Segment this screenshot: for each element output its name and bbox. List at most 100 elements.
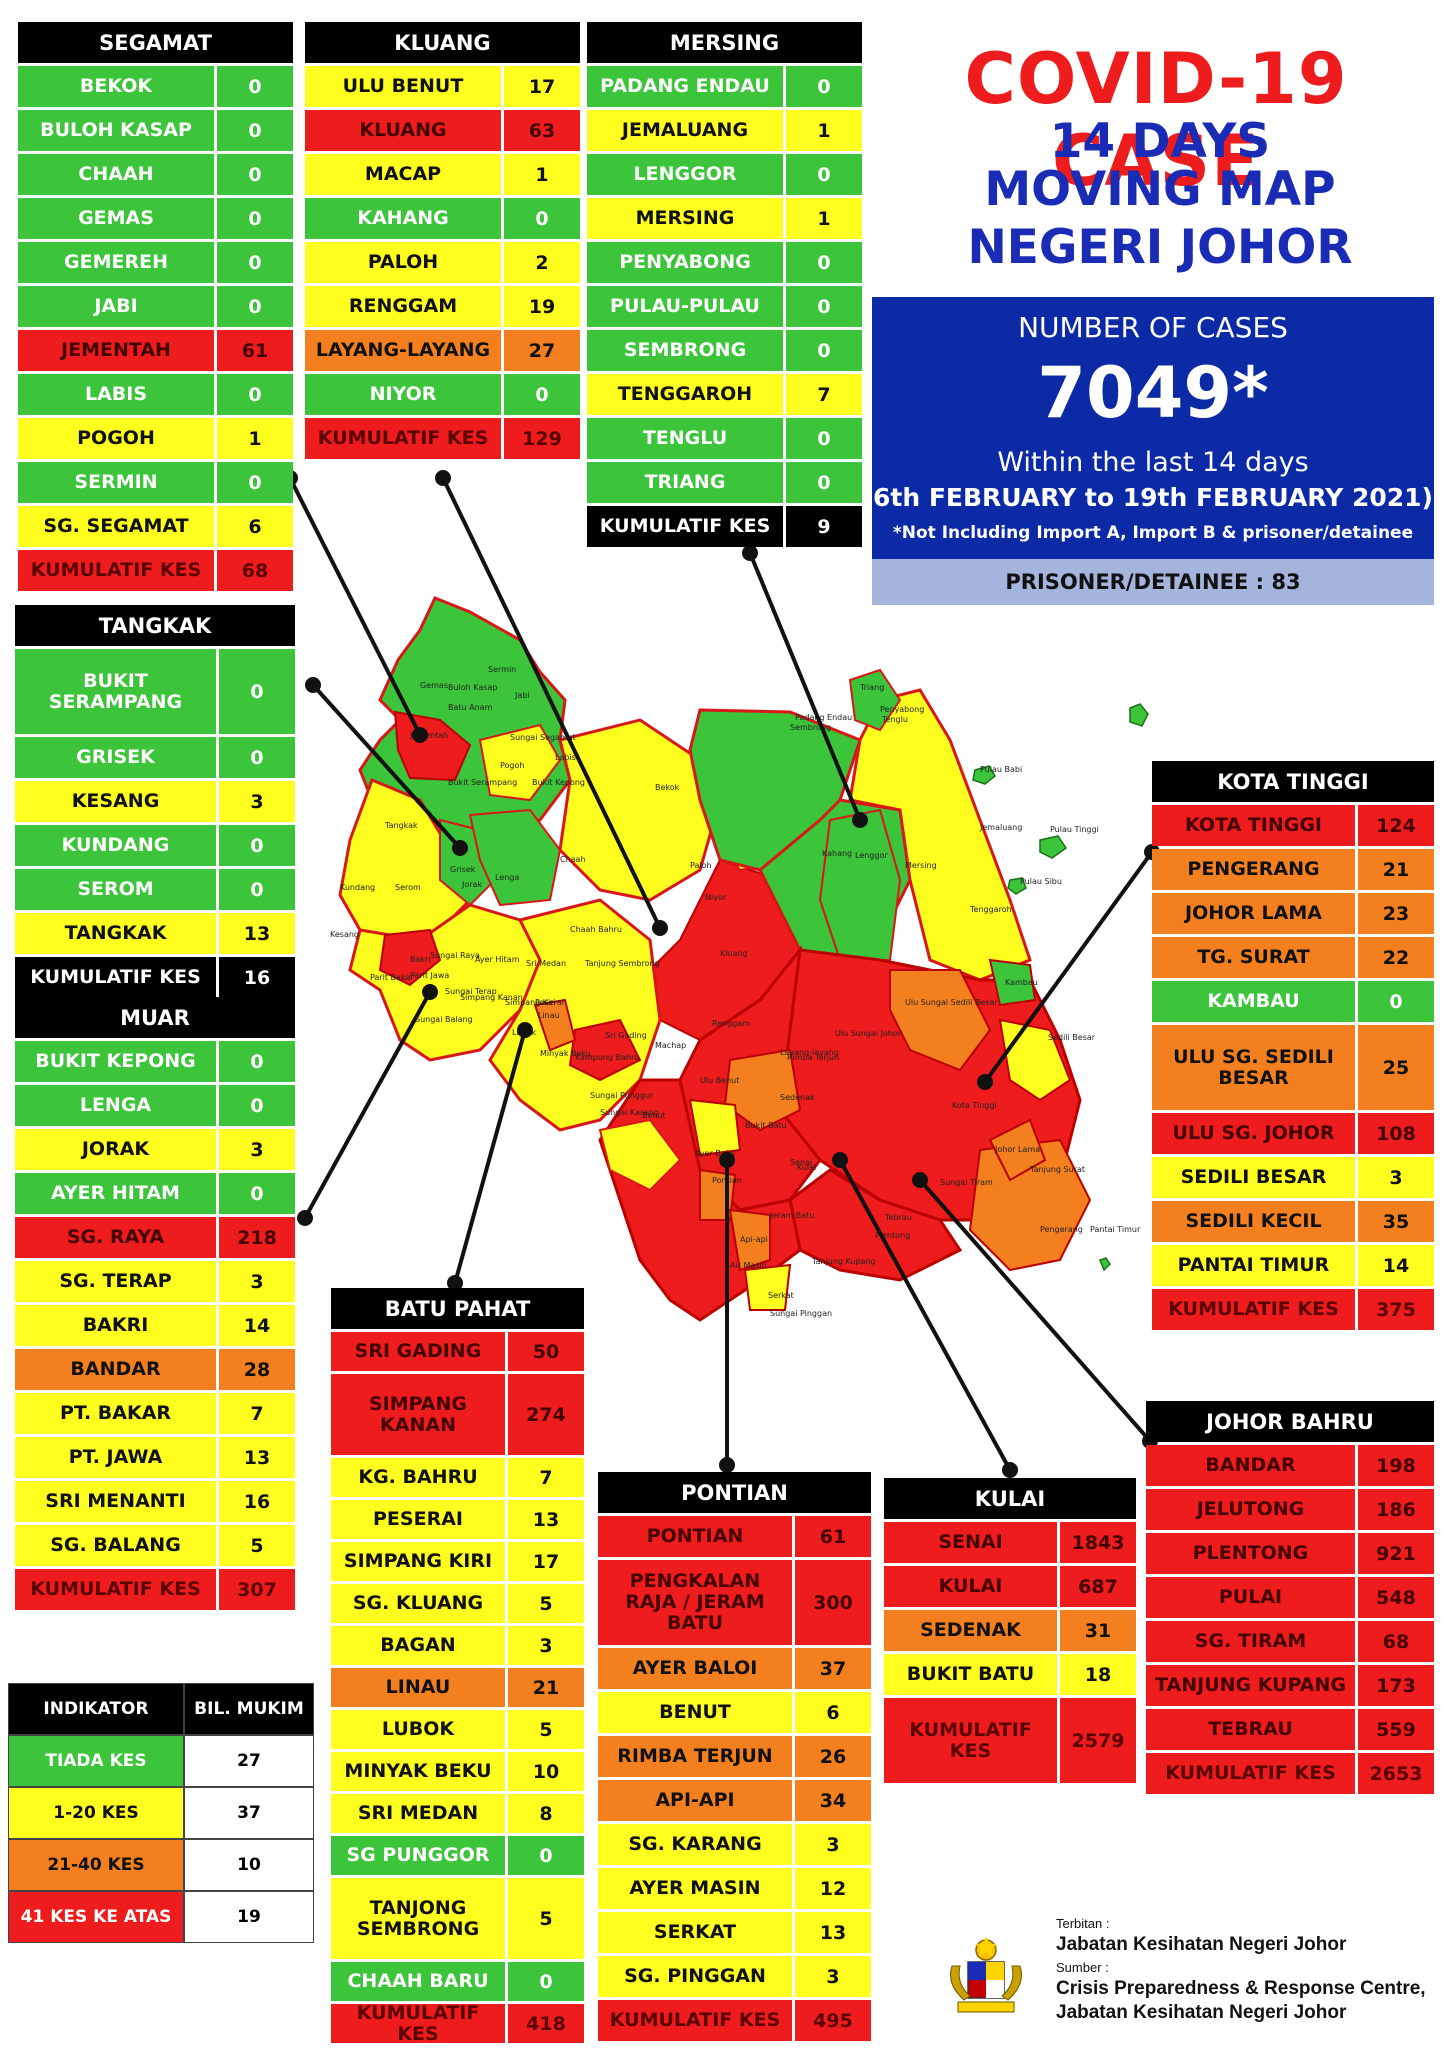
period-label: Within the last 14 days [997,447,1309,478]
connector-line [748,552,862,821]
connector-dot [719,1152,735,1168]
map-place-label: Sungai Karang [600,1108,658,1117]
mukim-row: CHAAH BARU 0 [331,1962,584,2001]
map-place-label: Penyabong [880,705,924,714]
case-count: 687 [1060,1566,1136,1607]
map-place-label: Tanjung Sembrong [584,959,660,968]
map-place-labels: Gemas Buloh Kasap Sermin Jabi Batu Anam Jemen… [330,665,1141,1318]
panel-title: KULAI [884,1478,1136,1519]
case-count: 3 [219,1129,295,1170]
mukim-name: LABIS [18,374,214,415]
mukim-name: SEDENAK [884,1610,1057,1651]
mukim-name: AYER HITAM [15,1173,216,1214]
mukim-name: LUBOK [331,1710,505,1749]
connector-line [838,1159,1012,1471]
mukim-name: BUKIT SERAMPANG [15,649,216,734]
mukim-name: SRI MEDAN [331,1794,505,1833]
mukim-row: BEKOK 0 [18,66,293,107]
case-count: 34 [795,1780,871,1821]
map-place-label: Lenga [495,873,519,882]
panel-batu-pahat: BATU PAHAT SRI GADING 50 SIMPANG KANAN 274 KG… [331,1288,584,2046]
case-count: 35 [1358,1201,1434,1242]
mukim-name: SENAI [884,1522,1057,1563]
mukim-name: SRI MENANTI [15,1481,216,1522]
case-count: 0 [786,242,862,283]
case-count: 108 [1358,1113,1434,1154]
map-place-label: Grisek [450,865,476,874]
case-count: 27 [504,330,580,371]
case-count: 0 [217,462,293,503]
map-place-label: Parit Bakar [370,973,414,982]
case-count: 3 [508,1626,584,1665]
map-place-label: Ulu Sungai Sedili Besar [905,998,998,1007]
mukim-name: TANJUNG KUPANG [1146,1665,1355,1706]
mukim-name: SRI GADING [331,1332,505,1371]
mukim-row: GEMEREH 0 [18,242,293,283]
case-count: 0 [217,286,293,327]
case-count: 921 [1358,1533,1434,1574]
case-count: 63 [504,110,580,151]
mukim-row: PESERAI 13 [331,1500,584,1539]
mukim-row: AYER HITAM 0 [15,1173,295,1214]
mukim-name: TANJONG SEMBRONG [331,1878,505,1959]
map-place-label: Sri Gading [605,1031,647,1040]
case-count: 0 [217,66,293,107]
case-count: 3 [219,1261,295,1302]
mukim-row: JELUTONG 186 [1146,1489,1434,1530]
cumulative-row: KUMULATIF KES 2653 [1146,1753,1434,1794]
case-count: 21 [508,1668,584,1707]
case-count: 13 [219,1437,295,1478]
map-place-label: Sungai Tiram [940,1178,993,1187]
title-line-moving: MOVING MAP [984,162,1336,217]
region-padang-endau [848,668,902,732]
source-line-2: Jabatan Kesihatan Negeri Johor [1056,2002,1347,2023]
mukim-name: KUNDANG [15,825,216,866]
mukim-name: KESANG [15,781,216,822]
mukim-name: MINYAK BEKU [331,1752,505,1791]
mukim-row: BANDAR 198 [1146,1445,1434,1486]
mukim-name: PALOH [305,242,501,283]
region-bukit-batu [688,1098,742,1157]
case-count: 559 [1358,1709,1434,1750]
mukim-row: KAHANG 0 [305,198,580,239]
mukim-row: PULAI 548 [1146,1577,1434,1618]
map-place-label: Sedenak [780,1093,815,1102]
panel-title: MERSING [587,22,862,63]
case-count: 3 [795,1824,871,1865]
island-pulau-sibu [1007,877,1027,895]
mukim-name: SIMPANG KANAN [331,1374,505,1455]
connector-line [311,683,462,850]
map-place-label: Renggam [712,1019,750,1028]
map-place-label: Tebrau [884,1213,912,1222]
case-count: 26 [795,1736,871,1777]
mukim-name: SG PUNGGOR [331,1836,505,1875]
mukim-row: KAMBAU 0 [1152,981,1434,1022]
panel-title: PONTIAN [598,1472,871,1513]
prisoner-count: PRISONER/DETAINEE : 83 [872,559,1434,605]
case-count: 5 [219,1525,295,1566]
case-count: 2579 [1060,1698,1136,1783]
map-place-label: Gemas [420,681,448,690]
mukim-row: SG. PINGGAN 3 [598,1956,871,1997]
case-count: 21 [1358,849,1434,890]
mukim-row: JOHOR LAMA 23 [1152,893,1434,934]
mukim-row: SG. KLUANG 5 [331,1584,584,1623]
map-place-label: Padang Endau [795,713,852,722]
mukim-name: PENGKALAN RAJA / JERAM BATU [598,1560,792,1645]
mukim-name: ULU SG. JOHOR [1152,1113,1355,1154]
mukim-name: TANGKAK [15,913,216,954]
panel-title: MUAR [15,997,295,1038]
mukim-name: KAMBAU [1152,981,1355,1022]
mukim-name: BAGAN [331,1626,505,1665]
connector-line [288,477,422,736]
mukim-name: KUMULATIF KES [15,957,216,998]
case-count: 13 [795,1912,871,1953]
case-count: 23 [1358,893,1434,934]
map-place-label: Senai [790,1158,812,1167]
mukim-name: TRIANG [587,462,783,503]
map-place-label: Triang [859,683,884,692]
mukim-name: TG. SURAT [1152,937,1355,978]
case-count: 22 [1358,937,1434,978]
mukim-row: SG. RAYA 218 [15,1217,295,1258]
mukim-name: LENGGOR [587,154,783,195]
